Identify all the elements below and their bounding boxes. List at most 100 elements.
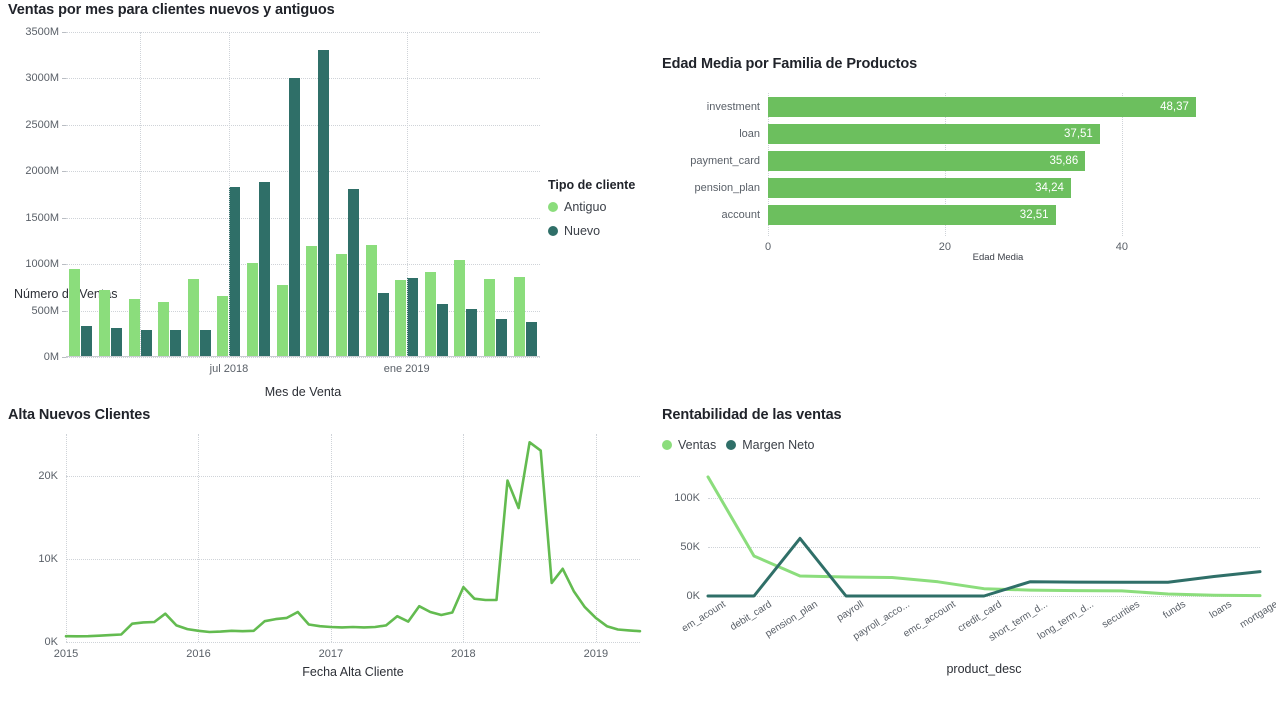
profitability-y-tick-label: 0K (686, 590, 700, 602)
sales-legend: Tipo de cliente Antiguo Nuevo (548, 178, 635, 248)
sales-gridline (66, 310, 540, 312)
sales-bar-antiguo (395, 279, 407, 356)
age-bar-row: investment 48,37 (707, 96, 1228, 117)
sales-y-tick-label: 3500M (25, 26, 59, 38)
new-clients-x-gridline (463, 434, 465, 642)
sales-plot-area: 0M 500M 1000M 1500M 2000M 2500M 3000M 3500M jul … (25, 26, 540, 375)
legend-label-margen-neto: Margen Neto (742, 438, 815, 452)
sales-bar-group (481, 32, 511, 356)
sales-bar-group (96, 32, 126, 356)
age-x-tick-label: 40 (1115, 241, 1128, 253)
legend-item-antiguo[interactable]: Antiguo (548, 200, 635, 214)
sales-bar-group (244, 32, 274, 356)
new-clients-plot-area: 0K 10K 20K 2015 2016 2017 2018 2019 (38, 434, 642, 660)
profitability-x-tick-label: loans (1207, 599, 1234, 621)
sales-bar-nuevo (110, 328, 122, 356)
sales-bar-group (422, 32, 452, 356)
age-category-label: investment (706, 100, 760, 113)
sales-bar-group (273, 32, 303, 356)
sales-bar-antiguo (513, 276, 525, 356)
sales-y-tickmark (62, 171, 66, 173)
age-bar[interactable]: 32,51 (768, 205, 1056, 226)
sales-gridline (66, 32, 540, 33)
legend-label-nuevo: Nuevo (564, 224, 601, 238)
profitability-line-ventas (706, 475, 1262, 598)
sales-y-tick-label: 2000M (25, 165, 59, 178)
age-x-tick-label: 20 (938, 241, 952, 253)
sales-bar-group (451, 32, 481, 356)
age-bar-value: 32,51 (1019, 209, 1049, 222)
sales-y-tickmark (62, 217, 66, 219)
age-category-label: pension_plan (694, 182, 760, 195)
sales-y-tickmark (62, 310, 66, 312)
profitability-x-tick-label: em_acount (680, 599, 728, 635)
sales-bar-nuevo (436, 304, 448, 356)
sales-bar-antiguo (335, 254, 347, 356)
sales-bar-antiguo (69, 268, 81, 356)
sales-y-tick-label: 1500M (25, 211, 59, 224)
sales-x-tick-label: ene 2019 (383, 363, 430, 375)
legend-dot-ventas (662, 440, 672, 450)
age-plot-area: 0 20 40 investment 48,37 loan 37,51 payment_car… (690, 93, 1228, 253)
sales-gridline (66, 357, 540, 358)
sales-bar-nuevo (81, 325, 93, 356)
age-bar-row: payment_card 35,86 (690, 151, 1228, 171)
profitability-legend: Ventas Margen Neto (662, 438, 815, 452)
panel-new-clients-title: Alta Nuevos Clientes (8, 407, 151, 423)
sales-bar-group (155, 32, 185, 356)
sales-y-tick-label: 0M (43, 351, 59, 363)
legend-label-antiguo: Antiguo (564, 200, 607, 214)
new-clients-x-tick-label: 2017 (318, 648, 344, 660)
panel-sales-by-month-title: Ventas por mes para clientes nuevos y an… (8, 2, 335, 18)
profitability-x-tick-label: securities (1100, 599, 1142, 631)
new-clients-x-gridline (330, 434, 332, 642)
age-category-label: account (721, 209, 760, 222)
sales-y-tickmark (62, 78, 66, 80)
profitability-x-axis-title: product_desc (946, 662, 1022, 676)
new-clients-gridline (66, 642, 640, 643)
sales-y-tickmark (62, 264, 66, 266)
new-clients-x-gridline (66, 434, 67, 642)
age-bar-row: pension_plan 34,24 (695, 178, 1228, 199)
new-clients-x-axis-title: Fecha Alta Cliente (302, 665, 404, 679)
legend-dot-margen-neto (726, 440, 737, 450)
sales-x-gridline (406, 32, 408, 356)
new-clients-x-tick-label: 2016 (186, 648, 211, 660)
panel-profitability: Rentabilidad de las ventas Ventas Margen… (650, 400, 1276, 713)
sales-bar-antiguo (247, 262, 259, 356)
sales-x-tick-label: jul 2018 (209, 363, 249, 375)
sales-y-tickmark (62, 32, 66, 33)
sales-bar-nuevo (199, 330, 211, 356)
age-bar[interactable]: 37,51 (768, 123, 1100, 144)
sales-bar-group (392, 32, 422, 356)
panel-age-by-family: Edad Media por Familia de Productos Fami… (650, 0, 1276, 310)
new-clients-x-tick-label: 2018 (451, 648, 476, 660)
profitability-gridline (708, 547, 1260, 549)
profitability-plot-area: 0K 50K 100K em_acount debit_card pension_plan… (674, 474, 1276, 644)
legend-title: Tipo de cliente (548, 178, 636, 192)
sales-y-tick-label: 500M (31, 304, 59, 317)
age-bar[interactable]: 48,37 (768, 96, 1196, 117)
sales-y-tick-label: 1000M (25, 258, 59, 271)
sales-bar-antiguo (424, 271, 436, 356)
sales-bar-nuevo (170, 329, 182, 356)
new-clients-y-tick-label: 0K (44, 636, 58, 648)
sales-bar-group (303, 32, 333, 356)
age-bar-value: 34,24 (1035, 182, 1064, 195)
age-bar[interactable]: 34,24 (768, 178, 1071, 199)
sales-y-tick-label: 2500M (25, 118, 59, 131)
legend-item-ventas[interactable]: Ventas (662, 438, 716, 452)
new-clients-x-tick-label: 2015 (53, 648, 79, 660)
legend-dot-antiguo (548, 202, 558, 212)
profitability-y-tick-label: 100K (674, 492, 700, 505)
age-bar[interactable]: 35,86 (768, 151, 1086, 171)
sales-bar-group (362, 32, 392, 356)
sales-bar-nuevo (229, 186, 241, 356)
legend-dot-nuevo (548, 226, 558, 236)
age-bar-value: 48,37 (1160, 100, 1189, 113)
legend-item-nuevo[interactable]: Nuevo (548, 224, 635, 238)
legend-item-margen-neto[interactable]: Margen Neto (726, 438, 815, 452)
sales-bar-nuevo (347, 188, 359, 356)
age-bar-value: 35,86 (1049, 155, 1079, 167)
